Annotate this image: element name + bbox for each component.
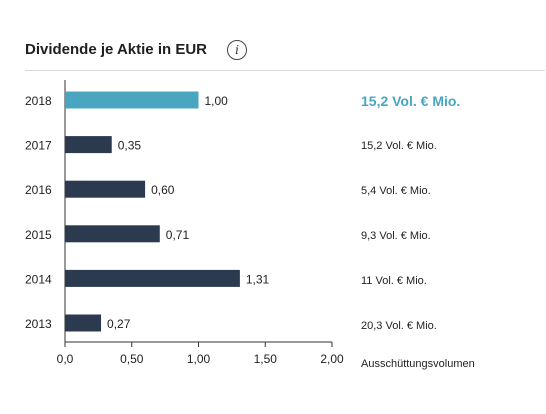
value-label-2015: 0,71 (166, 228, 190, 242)
volume-value-2016: 5,4 Vol. € Mio. (361, 185, 431, 197)
value-label-2016: 0,60 (151, 183, 175, 197)
category-label-2017: 2017 (25, 139, 52, 153)
value-label-2013: 0,27 (107, 317, 131, 331)
category-label-2018: 2018 (25, 94, 52, 108)
bar-2018 (65, 91, 199, 109)
volume-value-2017: 15,2 Vol. € Mio. (361, 140, 437, 152)
volume-axis-label: Ausschüttungsvolumen (361, 358, 475, 370)
value-label-2018: 1,00 (205, 94, 229, 108)
bar-2015 (65, 225, 160, 243)
x-tick-label-0: 0,0 (57, 352, 74, 366)
category-label-2013: 2013 (25, 317, 52, 331)
value-label-2014: 1,31 (246, 272, 270, 286)
volume-value-2013: 20,3 Vol. € Mio. (361, 320, 437, 332)
x-tick-label-2: 1,00 (187, 352, 211, 366)
category-label-2016: 2016 (25, 183, 52, 197)
x-tick-label-4: 2,00 (320, 352, 344, 366)
volume-value-2018: 15,2 Vol. € Mio. (361, 93, 461, 109)
bar-2013 (65, 314, 102, 332)
bar-2017 (65, 136, 112, 154)
value-label-2017: 0,35 (118, 139, 142, 153)
chart-header: Dividende je Aktie in EUR i (25, 38, 545, 71)
bar-2016 (65, 180, 146, 198)
chart-title: Dividende je Aktie in EUR (25, 41, 207, 58)
volume-value-2015: 9,3 Vol. € Mio. (361, 230, 431, 242)
x-tick-label-1: 0,50 (120, 352, 144, 366)
x-tick-label-3: 1,50 (254, 352, 278, 366)
bar-2014 (65, 269, 240, 287)
category-label-2014: 2014 (25, 272, 52, 286)
category-label-2015: 2015 (25, 228, 52, 242)
volume-value-2014: 11 Vol. € Mio. (361, 275, 427, 287)
info-icon[interactable]: i (227, 40, 247, 60)
